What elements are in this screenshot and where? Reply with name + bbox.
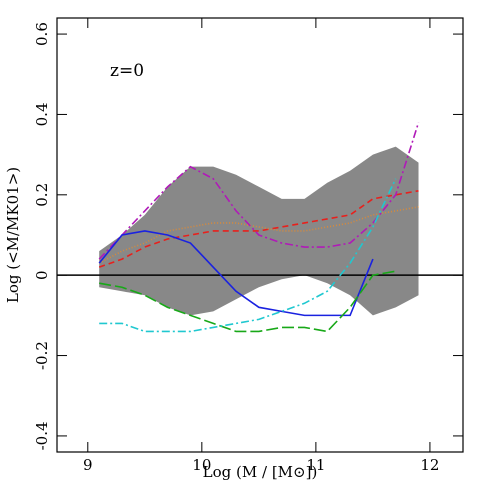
y-axis-label: Log (<M/MK01>)	[4, 167, 22, 303]
series-line	[99, 178, 397, 333]
band	[99, 146, 419, 316]
series-line	[98, 230, 374, 317]
x-tick-label: 11	[306, 456, 325, 474]
series-line	[99, 270, 396, 333]
x-tick-label: 12	[420, 456, 439, 474]
y-tick-label: -0.2	[33, 341, 51, 370]
plot-frame	[56, 17, 464, 453]
x-tick-label: 10	[192, 456, 211, 474]
y-tick-label: 0	[33, 270, 51, 280]
x-tick-label: 9	[83, 456, 93, 474]
x-axis-label: Log (M / [M⊙])	[203, 463, 318, 481]
y-tick-label: 0.6	[33, 22, 51, 46]
annotation: z=0	[110, 61, 144, 81]
series-line	[98, 122, 420, 260]
y-tick-label: 0.4	[33, 103, 51, 127]
y-tick-label: -0.4	[33, 421, 51, 450]
series-line	[98, 206, 419, 264]
y-tick-label: 0.2	[33, 183, 51, 207]
